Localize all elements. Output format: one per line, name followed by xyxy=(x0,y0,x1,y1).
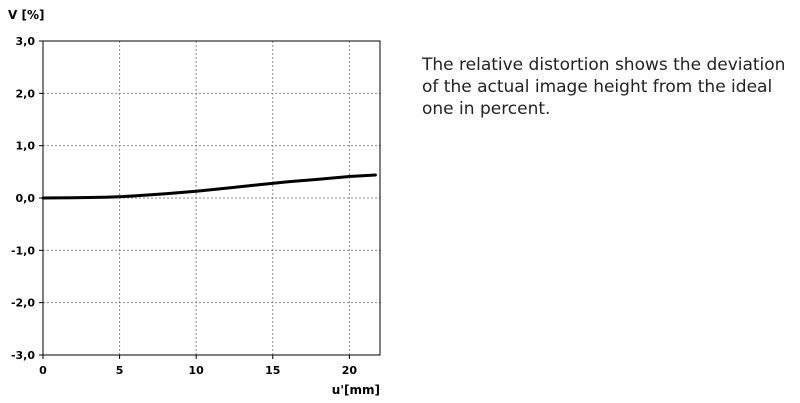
y-axis-ticks: 3,0 2,0 1,0 0,0 -1,0 -2,0 -3,0 xyxy=(11,35,43,362)
y-tick-label: -3,0 xyxy=(11,349,35,362)
x-tick-label: 5 xyxy=(116,364,124,377)
y-tick-label: -1,0 xyxy=(11,244,35,257)
y-tick-label: 2,0 xyxy=(16,87,36,100)
y-tick-label: 1,0 xyxy=(16,140,36,153)
x-axis-title: u'[mm] xyxy=(332,383,380,397)
y-axis-title: V [%] xyxy=(8,8,44,22)
y-tick-label: 3,0 xyxy=(16,35,36,48)
y-tick-label: -2,0 xyxy=(11,297,35,310)
x-axis-ticks: 0 5 10 15 20 xyxy=(39,355,357,377)
distortion-curve xyxy=(41,173,377,200)
y-tick-label: 0,0 xyxy=(16,192,36,205)
x-tick-label: 15 xyxy=(265,364,280,377)
chart-caption: The relative distortion shows the deviat… xyxy=(422,55,786,119)
x-tick-label: 10 xyxy=(189,364,205,377)
x-tick-label: 20 xyxy=(342,364,358,377)
x-tick-label: 0 xyxy=(39,364,47,377)
